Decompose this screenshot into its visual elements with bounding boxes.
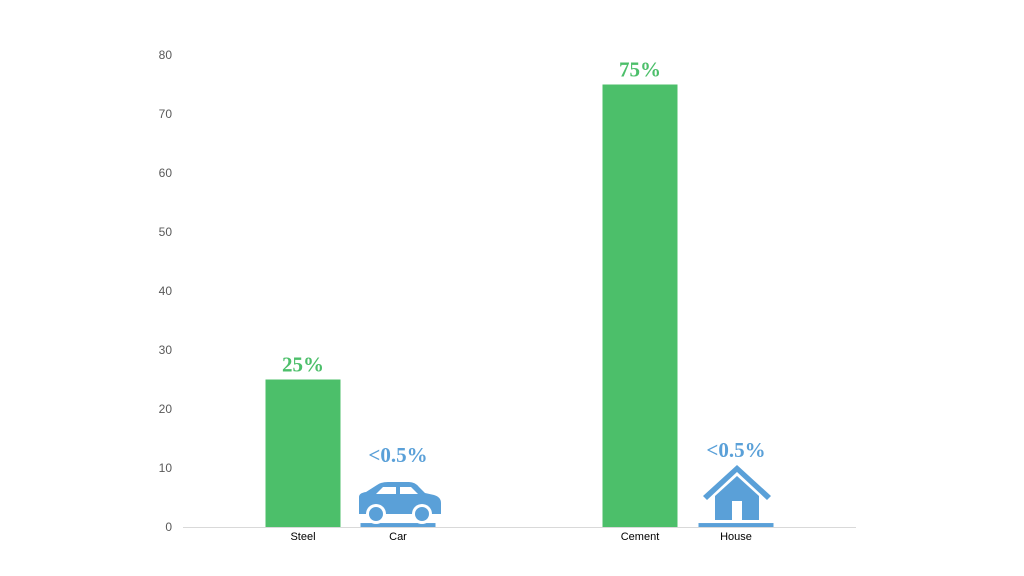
y-tick-label: 30 — [159, 343, 173, 357]
y-tick-label: 10 — [159, 461, 173, 475]
bar-house — [698, 523, 774, 527]
car-window-front — [376, 487, 396, 494]
bars: 25% <0.5% 75% <0.5% — [265, 58, 774, 527]
category-labels: Steel Car Cement House — [290, 531, 751, 543]
data-label-house: <0.5% — [706, 438, 765, 462]
y-tick-label: 80 — [159, 48, 173, 62]
house-body — [715, 476, 759, 520]
car-wheel-rear — [415, 507, 429, 521]
x-tick-label-house: House — [720, 531, 752, 543]
car-wheel-front — [369, 507, 383, 521]
y-tick-label: 0 — [165, 520, 172, 534]
car-window-rear — [400, 487, 418, 494]
y-tick-label: 60 — [159, 166, 173, 180]
y-tick-label: 40 — [159, 284, 173, 298]
car-icon — [359, 482, 441, 524]
y-tick-label: 70 — [159, 107, 173, 121]
bar-cement — [602, 84, 678, 527]
x-tick-label-car: Car — [389, 531, 407, 543]
x-tick-label-steel: Steel — [290, 531, 315, 543]
house-icon — [703, 465, 771, 520]
x-tick-label-cement: Cement — [621, 531, 660, 543]
bar-car — [360, 523, 436, 527]
data-label-cement: 75% — [619, 58, 661, 82]
y-tick-label: 50 — [159, 225, 173, 239]
y-tick-label: 20 — [159, 402, 173, 416]
data-label-car: <0.5% — [368, 443, 427, 467]
y-axis-ticks: 0 10 20 30 40 50 60 70 80 — [159, 48, 173, 534]
house-roof — [703, 465, 771, 500]
house-door — [732, 501, 742, 520]
data-label-steel: 25% — [282, 353, 324, 377]
bar-steel — [265, 379, 341, 527]
